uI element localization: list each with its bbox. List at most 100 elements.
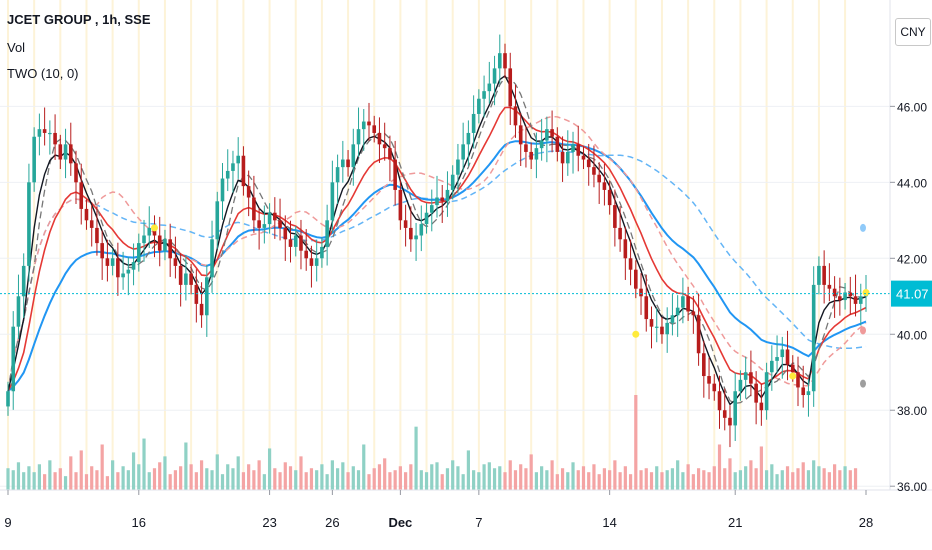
volume-bar: [681, 472, 685, 490]
volume-bar: [775, 474, 779, 490]
price-axis[interactable]: 46.00 44.00 42.00 40.00 38.00 36.00: [890, 100, 927, 494]
volume-bar: [833, 464, 837, 490]
symbol-title[interactable]: JCET GROUP , 1h, SSE: [7, 12, 151, 27]
volume-bar: [665, 470, 669, 490]
x-tick-label: Dec: [388, 515, 412, 530]
volume-bar: [267, 448, 272, 490]
volume-bar: [764, 470, 769, 490]
candle-body: [419, 224, 424, 236]
candle-body: [273, 212, 277, 221]
candle-body: [555, 136, 560, 152]
volume-bar: [37, 464, 41, 490]
volume-bar: [461, 474, 465, 490]
volume-bar: [79, 450, 83, 490]
x-tick-label: 9: [4, 515, 11, 530]
volume-bar: [785, 466, 790, 490]
candle-body: [356, 129, 361, 145]
volume-bar: [801, 462, 805, 490]
candle-body: [597, 174, 601, 183]
volume-bar: [451, 460, 455, 490]
volume-bar: [477, 472, 481, 490]
x-tick-label: 7: [475, 515, 482, 530]
volume-bar: [131, 452, 136, 490]
volume-bar: [545, 470, 549, 490]
candle-body: [571, 144, 575, 152]
candle-body: [236, 155, 240, 164]
candle-body: [288, 239, 293, 247]
candle-body: [581, 155, 586, 160]
volume-bar: [393, 470, 397, 490]
volume-bar: [341, 462, 345, 490]
candle-body: [142, 235, 146, 244]
volume-bar: [325, 474, 329, 490]
candle-body: [477, 98, 481, 114]
candle-body: [754, 383, 758, 403]
candle-body: [304, 250, 309, 259]
candle-body: [759, 402, 764, 411]
candle-body: [848, 292, 853, 297]
time-axis[interactable]: 9 16 23 26 Dec 7 14 21 28: [4, 490, 873, 530]
volume-bar: [220, 474, 225, 490]
candle-body: [205, 277, 209, 316]
volume-bar: [623, 466, 627, 490]
candle-body: [299, 235, 303, 251]
candle-body: [105, 258, 110, 266]
candle-body: [785, 349, 790, 365]
volume-bar: [330, 460, 334, 490]
volume-bar: [419, 470, 423, 490]
y-tick-label: 46.00: [897, 100, 927, 114]
volume-bar: [147, 472, 151, 490]
candle-body: [136, 243, 141, 263]
volume-bar: [210, 470, 214, 490]
candle-body: [257, 220, 261, 228]
volume-bar: [241, 472, 246, 490]
currency-button[interactable]: CNY: [895, 18, 931, 46]
candle-body: [811, 284, 816, 392]
volume-bar: [519, 464, 523, 490]
candle-body: [838, 296, 842, 301]
candle-body: [780, 349, 785, 358]
x-tick-label: 23: [262, 515, 276, 530]
candle-body: [775, 357, 779, 361]
fast-ma-dashed: [7, 76, 867, 404]
volume-bar: [226, 464, 230, 490]
volume-bar: [100, 444, 104, 490]
volume-bar: [27, 466, 31, 490]
volume-bar: [482, 464, 486, 490]
volume-bar: [388, 472, 392, 490]
volume-bars: [6, 395, 858, 490]
candle-body: [639, 288, 643, 297]
candle-body: [429, 205, 434, 213]
volume-bar: [744, 466, 748, 490]
candle-body: [16, 296, 21, 327]
volume-bar: [571, 462, 575, 490]
volume-bar: [43, 474, 47, 490]
candle-body: [163, 239, 167, 251]
candle-body: [173, 258, 178, 266]
volume-bar: [158, 462, 162, 490]
indicator-legend[interactable]: TWO (10, 0): [7, 66, 79, 81]
candle-body: [393, 159, 397, 190]
volume-bar: [121, 466, 125, 490]
candle-body: [623, 239, 628, 259]
volume-bar: [487, 462, 491, 490]
volume-bar: [702, 470, 706, 490]
candle-body: [613, 205, 617, 228]
candle-body: [215, 201, 220, 240]
volume-bar: [404, 472, 408, 490]
signal-markers: [150, 223, 870, 388]
candle-body: [508, 68, 513, 107]
candle-body: [147, 227, 152, 236]
volume-bar: [304, 472, 308, 490]
candle-body: [11, 326, 16, 392]
volume-bar: [560, 468, 565, 490]
volume-bar: [749, 460, 753, 490]
volume-bar: [215, 454, 219, 490]
candle-body: [660, 326, 664, 335]
volume-bar: [440, 474, 444, 490]
candle-body: [283, 227, 288, 240]
volume-bar: [377, 464, 382, 490]
volume-legend[interactable]: Vol: [7, 40, 26, 55]
candle-body: [131, 262, 136, 270]
